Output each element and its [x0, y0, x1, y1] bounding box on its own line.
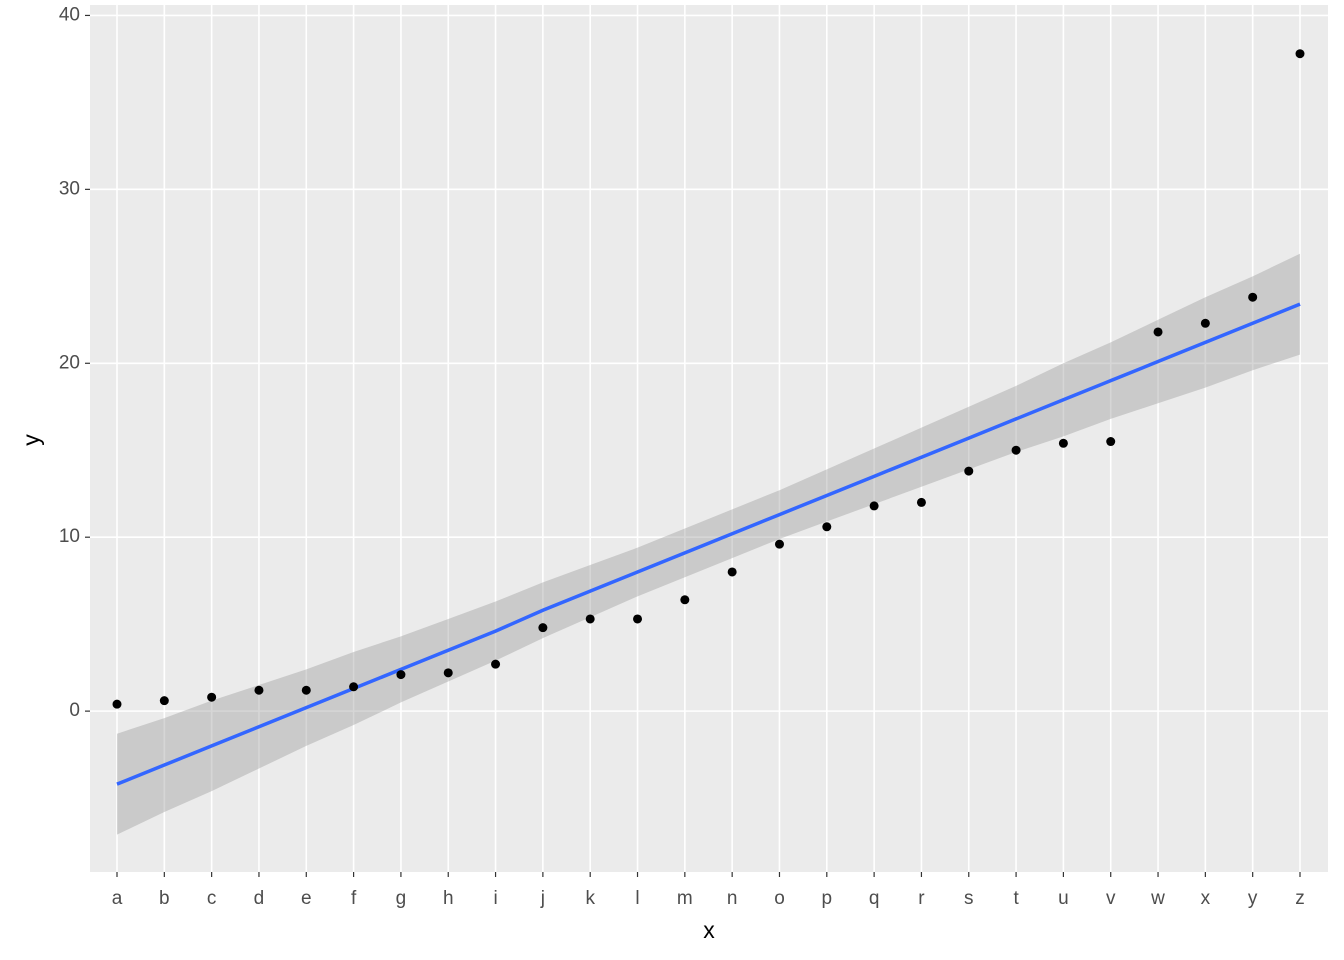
- x-tick-label: a: [112, 888, 123, 909]
- point: [822, 522, 832, 532]
- point: [538, 623, 548, 633]
- point: [1295, 49, 1305, 59]
- x-tick-label: g: [396, 888, 407, 909]
- point: [585, 614, 595, 624]
- point: [491, 659, 501, 669]
- x-tick-label: o: [774, 888, 785, 909]
- fit-line: [116, 302, 1301, 786]
- x-tick-label: b: [159, 888, 170, 909]
- x-tick-label: w: [1150, 888, 1165, 909]
- x-tick-label: y: [1248, 888, 1258, 909]
- y-tick-label: 0: [69, 700, 80, 721]
- y-tick-label: 40: [59, 4, 80, 25]
- x-tick-label: c: [207, 888, 217, 909]
- x-tick-label: u: [1058, 888, 1069, 909]
- point: [396, 670, 406, 680]
- x-tick-label: k: [585, 888, 595, 909]
- x-tick-label: f: [351, 888, 357, 909]
- x-axis-title: x: [703, 917, 715, 943]
- point: [633, 614, 643, 624]
- point: [964, 466, 974, 476]
- point: [774, 539, 784, 549]
- point: [112, 699, 122, 709]
- x-tick-label: d: [254, 888, 265, 909]
- x-tick-label: l: [635, 888, 639, 909]
- point: [1106, 437, 1116, 447]
- x-tick-label: r: [918, 888, 925, 909]
- x-tick-label: z: [1295, 888, 1305, 909]
- x-tick-label: v: [1106, 888, 1116, 909]
- point: [159, 696, 169, 706]
- x-tick-label: q: [869, 888, 880, 909]
- point: [869, 501, 879, 511]
- point: [727, 567, 737, 577]
- x-tick-label: m: [677, 888, 693, 909]
- point: [254, 685, 264, 695]
- point: [1153, 327, 1163, 337]
- point: [349, 682, 359, 692]
- y-axis-title: y: [18, 434, 44, 446]
- x-tick-label: h: [443, 888, 454, 909]
- point: [207, 692, 217, 702]
- point: [680, 595, 690, 605]
- y-tick-label: 20: [59, 352, 80, 373]
- y-tick-label: 30: [59, 178, 80, 199]
- x-tick-label: e: [301, 888, 312, 909]
- x-tick-label: i: [493, 888, 497, 909]
- x-tick-label: t: [1013, 888, 1019, 909]
- x-tick-label: p: [822, 888, 833, 909]
- y-tick-label: 10: [59, 526, 80, 547]
- point: [1248, 292, 1258, 302]
- x-tick-label: s: [964, 888, 974, 909]
- panel: [90, 5, 1328, 872]
- point: [1058, 438, 1068, 448]
- point: [916, 497, 926, 507]
- point: [301, 685, 311, 695]
- point: [443, 668, 453, 678]
- point: [1011, 445, 1021, 455]
- x-tick-label: j: [540, 888, 545, 909]
- x-tick-label: x: [1201, 888, 1211, 909]
- point: [1200, 318, 1210, 328]
- x-tick-label: n: [727, 888, 738, 909]
